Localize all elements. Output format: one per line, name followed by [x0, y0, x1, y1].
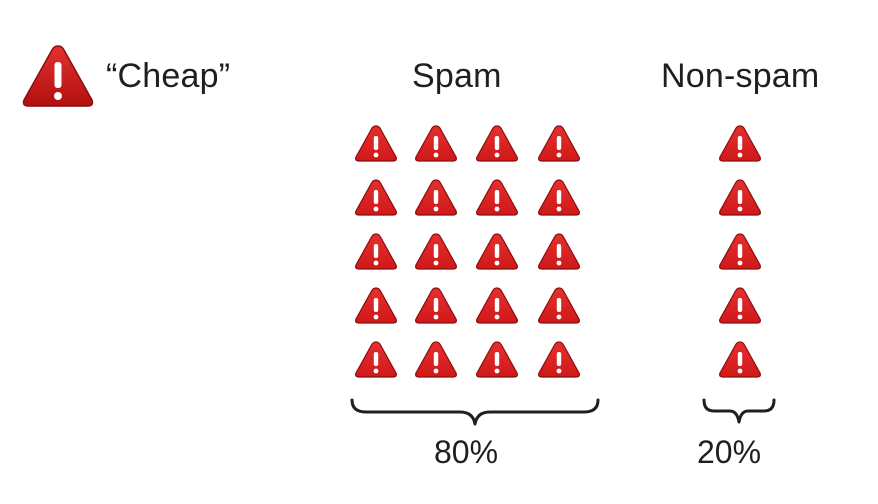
spam-warning-icon	[538, 125, 580, 162]
spam-warning-icon	[355, 287, 397, 324]
spam-title: Spam	[412, 57, 502, 95]
legend-warning-icon	[22, 45, 94, 107]
spam-warning-icon	[355, 233, 397, 270]
nonspam-warning-icon	[719, 233, 761, 270]
spam-brace	[350, 398, 600, 426]
spam-warning-icon	[415, 233, 457, 270]
spam-percent: 80%	[434, 434, 499, 470]
spam-warning-icon	[538, 341, 580, 378]
spam-warning-icon	[538, 179, 580, 216]
spam-warning-icon	[538, 287, 580, 324]
nonspam-warning-icon	[719, 125, 761, 162]
nonspam-warning-icon	[719, 341, 761, 378]
spam-warning-icon	[415, 179, 457, 216]
spam-warning-icon	[476, 179, 518, 216]
nonspam-percent: 20%	[697, 434, 762, 470]
spam-warning-icon	[415, 125, 457, 162]
spam-warning-icon	[415, 341, 457, 378]
spam-warning-icon	[476, 233, 518, 270]
legend-label: “Cheap”	[106, 57, 231, 95]
spam-warning-icon	[476, 287, 518, 324]
spam-warning-icon	[355, 179, 397, 216]
spam-warning-icon	[476, 341, 518, 378]
spam-warning-icon	[355, 341, 397, 378]
nonspam-title: Non-spam	[661, 57, 820, 95]
spam-warning-icon	[355, 125, 397, 162]
spam-warning-icon	[476, 125, 518, 162]
nonspam-warning-icon	[719, 179, 761, 216]
spam-warning-icon	[538, 233, 580, 270]
nonspam-brace	[702, 398, 776, 424]
nonspam-warning-icon	[719, 287, 761, 324]
spam-warning-icon	[415, 287, 457, 324]
